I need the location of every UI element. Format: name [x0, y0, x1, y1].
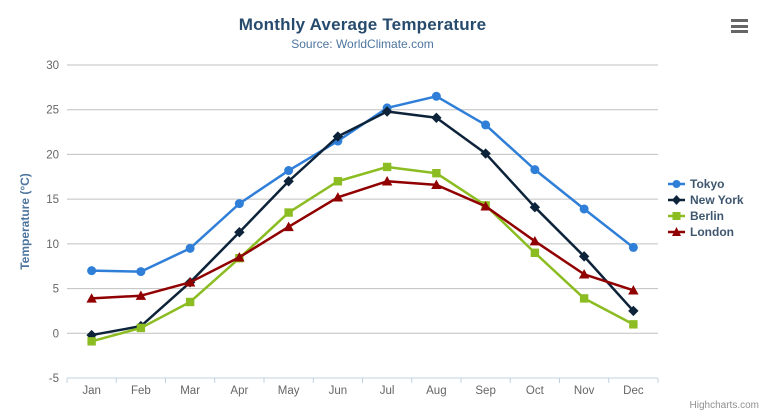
data-point-berlin-dec[interactable]	[629, 320, 638, 329]
context-menu-button[interactable]	[730, 18, 749, 34]
data-point-london-feb[interactable]	[135, 290, 147, 300]
legend-item-label: Tokyo	[690, 177, 725, 191]
data-point-berlin-may[interactable]	[284, 208, 293, 217]
chart-title: Monthly Average Temperature	[238, 15, 487, 34]
data-point-berlin-mar[interactable]	[185, 297, 195, 307]
y-axis-label: -5	[49, 373, 59, 385]
credits-link[interactable]: Highcharts.com	[689, 400, 759, 411]
y-axis-title: Temperature (°C)	[18, 173, 32, 270]
data-point-tokyo-nov[interactable]	[579, 204, 589, 214]
data-point-new-york-may[interactable]	[283, 176, 294, 187]
data-point-tokyo-may[interactable]	[284, 166, 294, 176]
y-axis-label: 0	[53, 328, 59, 340]
data-point-london-dec[interactable]	[628, 285, 639, 295]
data-point-london-jul[interactable]	[381, 176, 393, 186]
x-axis-label: Nov	[574, 385, 595, 397]
x-axis-label: Feb	[131, 385, 151, 397]
x-axis-label: Dec	[623, 385, 644, 397]
data-point-london-aug[interactable]	[431, 179, 442, 190]
y-axis-label: 30	[46, 60, 59, 72]
y-axis-label: 5	[53, 284, 59, 296]
data-point-tokyo-aug[interactable]	[431, 91, 441, 101]
data-point-london-nov[interactable]	[578, 269, 590, 279]
x-axis-label: Jul	[380, 385, 395, 397]
data-point-new-york-jul[interactable]	[381, 106, 393, 117]
data-point-london-apr[interactable]	[234, 252, 245, 262]
data-point-tokyo-oct[interactable]	[530, 165, 540, 175]
data-point-tokyo-mar[interactable]	[185, 243, 195, 253]
data-point-berlin-aug[interactable]	[432, 169, 441, 178]
data-point-london-sep[interactable]	[480, 201, 491, 211]
data-point-berlin-jan[interactable]	[87, 337, 96, 346]
data-point-berlin-nov[interactable]	[579, 294, 589, 303]
data-point-tokyo-apr[interactable]	[234, 199, 244, 209]
x-axis-label: Oct	[526, 385, 545, 397]
y-axis-label: 10	[46, 239, 59, 251]
data-point-new-york-aug[interactable]	[431, 112, 442, 123]
legend-item-label: New York	[690, 193, 744, 207]
circle-marker-icon	[668, 180, 685, 188]
data-point-new-york-nov[interactable]	[578, 251, 590, 262]
series-line-tokyo	[91, 95, 635, 273]
data-point-london-mar[interactable]	[184, 277, 196, 287]
data-point-berlin-oct[interactable]	[530, 248, 540, 257]
x-axis-label: Aug	[426, 385, 446, 397]
data-point-berlin-jun[interactable]	[333, 177, 343, 186]
square-marker-icon	[668, 212, 685, 220]
data-point-new-york-apr[interactable]	[234, 227, 245, 238]
chart-subtitle: Source: WorldClimate.com	[291, 37, 434, 51]
data-point-london-jan[interactable]	[86, 293, 97, 303]
x-axis-label: Sep	[475, 385, 495, 397]
data-point-tokyo-sep[interactable]	[481, 120, 491, 130]
data-point-berlin-feb[interactable]	[136, 323, 146, 333]
series-line-london	[91, 180, 634, 300]
triangle-marker-icon	[668, 227, 685, 236]
hamburger-icon	[731, 30, 748, 33]
series-line-berlin	[91, 165, 634, 343]
x-axis-label: Mar	[180, 385, 200, 397]
data-point-new-york-oct[interactable]	[529, 201, 541, 213]
x-axis-label: Apr	[230, 385, 248, 397]
legend-item-berlin[interactable]: Berlin	[668, 208, 744, 224]
legend: Tokyo New York Berlin London	[668, 176, 744, 240]
data-point-berlin-jul[interactable]	[382, 162, 392, 172]
legend-item-new-york[interactable]: New York	[668, 192, 744, 208]
series-line-new-york	[91, 110, 635, 337]
y-axis-label: 15	[46, 194, 59, 206]
legend-item-label: Berlin	[690, 209, 725, 223]
data-point-tokyo-feb[interactable]	[136, 267, 146, 277]
data-point-tokyo-dec[interactable]	[628, 242, 638, 252]
x-axis-label: Jun	[329, 385, 348, 397]
y-axis-label: 25	[46, 105, 59, 117]
data-point-london-oct[interactable]	[529, 235, 541, 246]
diamond-marker-icon	[668, 195, 685, 205]
data-point-new-york-dec[interactable]	[628, 305, 639, 317]
data-point-new-york-jun[interactable]	[332, 131, 344, 142]
data-point-tokyo-jan[interactable]	[87, 266, 97, 276]
data-point-london-may[interactable]	[283, 221, 294, 232]
legend-item-london[interactable]: London	[668, 224, 744, 240]
y-axis-label: 20	[46, 149, 59, 161]
hamburger-icon	[731, 19, 748, 22]
data-point-new-york-sep[interactable]	[480, 148, 491, 159]
x-axis-label: May	[278, 385, 300, 397]
hamburger-icon	[731, 24, 748, 28]
legend-item-tokyo[interactable]: Tokyo	[668, 176, 744, 192]
legend-item-label: London	[690, 225, 734, 239]
data-point-london-jun[interactable]	[332, 192, 344, 202]
x-axis-label: Jan	[82, 385, 101, 397]
